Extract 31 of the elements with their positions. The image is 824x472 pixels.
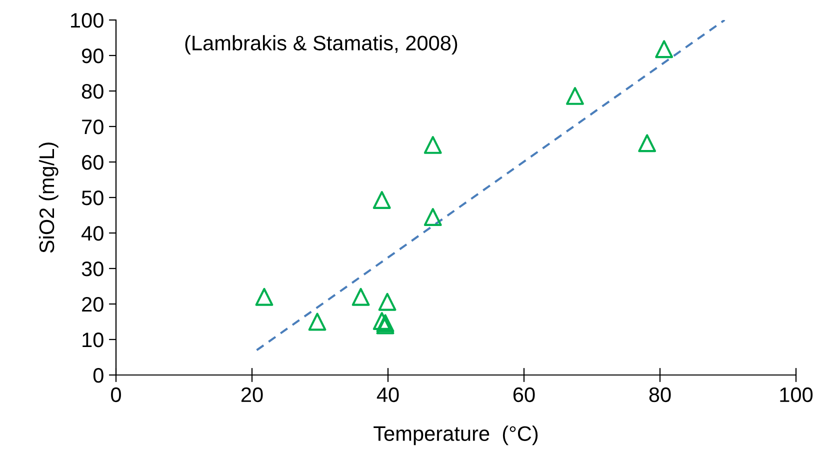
y-tick-label: 80 — [82, 84, 104, 99]
x-tick-label: 100 — [780, 387, 813, 402]
point — [655, 40, 674, 58]
point — [424, 208, 442, 226]
point — [566, 87, 584, 105]
point — [424, 136, 442, 154]
y-tick-label: 30 — [82, 262, 104, 276]
x-tick-label: 80 — [649, 387, 671, 402]
y-tick-label: 40 — [82, 226, 104, 241]
x-tick-label: 60 — [513, 387, 535, 402]
point — [372, 312, 391, 330]
y-tick-label: 90 — [82, 48, 104, 64]
point — [255, 288, 274, 306]
point — [638, 134, 656, 152]
point — [352, 288, 370, 306]
annotation: (Lambrakis & Stamatis, 2008) — [185, 35, 458, 55]
point — [308, 312, 326, 331]
point — [372, 191, 391, 209]
x-axis-title: Temperature (°C) — [374, 426, 538, 446]
x-tick-label: 0 — [111, 387, 121, 402]
y-axis-title: SiO2 (mg/L) — [38, 142, 58, 253]
y-tick-label: 50 — [82, 190, 104, 206]
y-tick-label: 20 — [82, 297, 104, 312]
y-tick-label: 70 — [82, 120, 104, 134]
y-tick-label: 100 — [71, 13, 104, 28]
y-tick-label: 60 — [82, 155, 104, 170]
x-tick-label: 20 — [241, 387, 263, 402]
point — [378, 292, 396, 311]
x-tick-label: 40 — [376, 387, 399, 402]
y-tick-label: 10 — [82, 332, 104, 348]
y-tick-label: 0 — [93, 368, 104, 383]
